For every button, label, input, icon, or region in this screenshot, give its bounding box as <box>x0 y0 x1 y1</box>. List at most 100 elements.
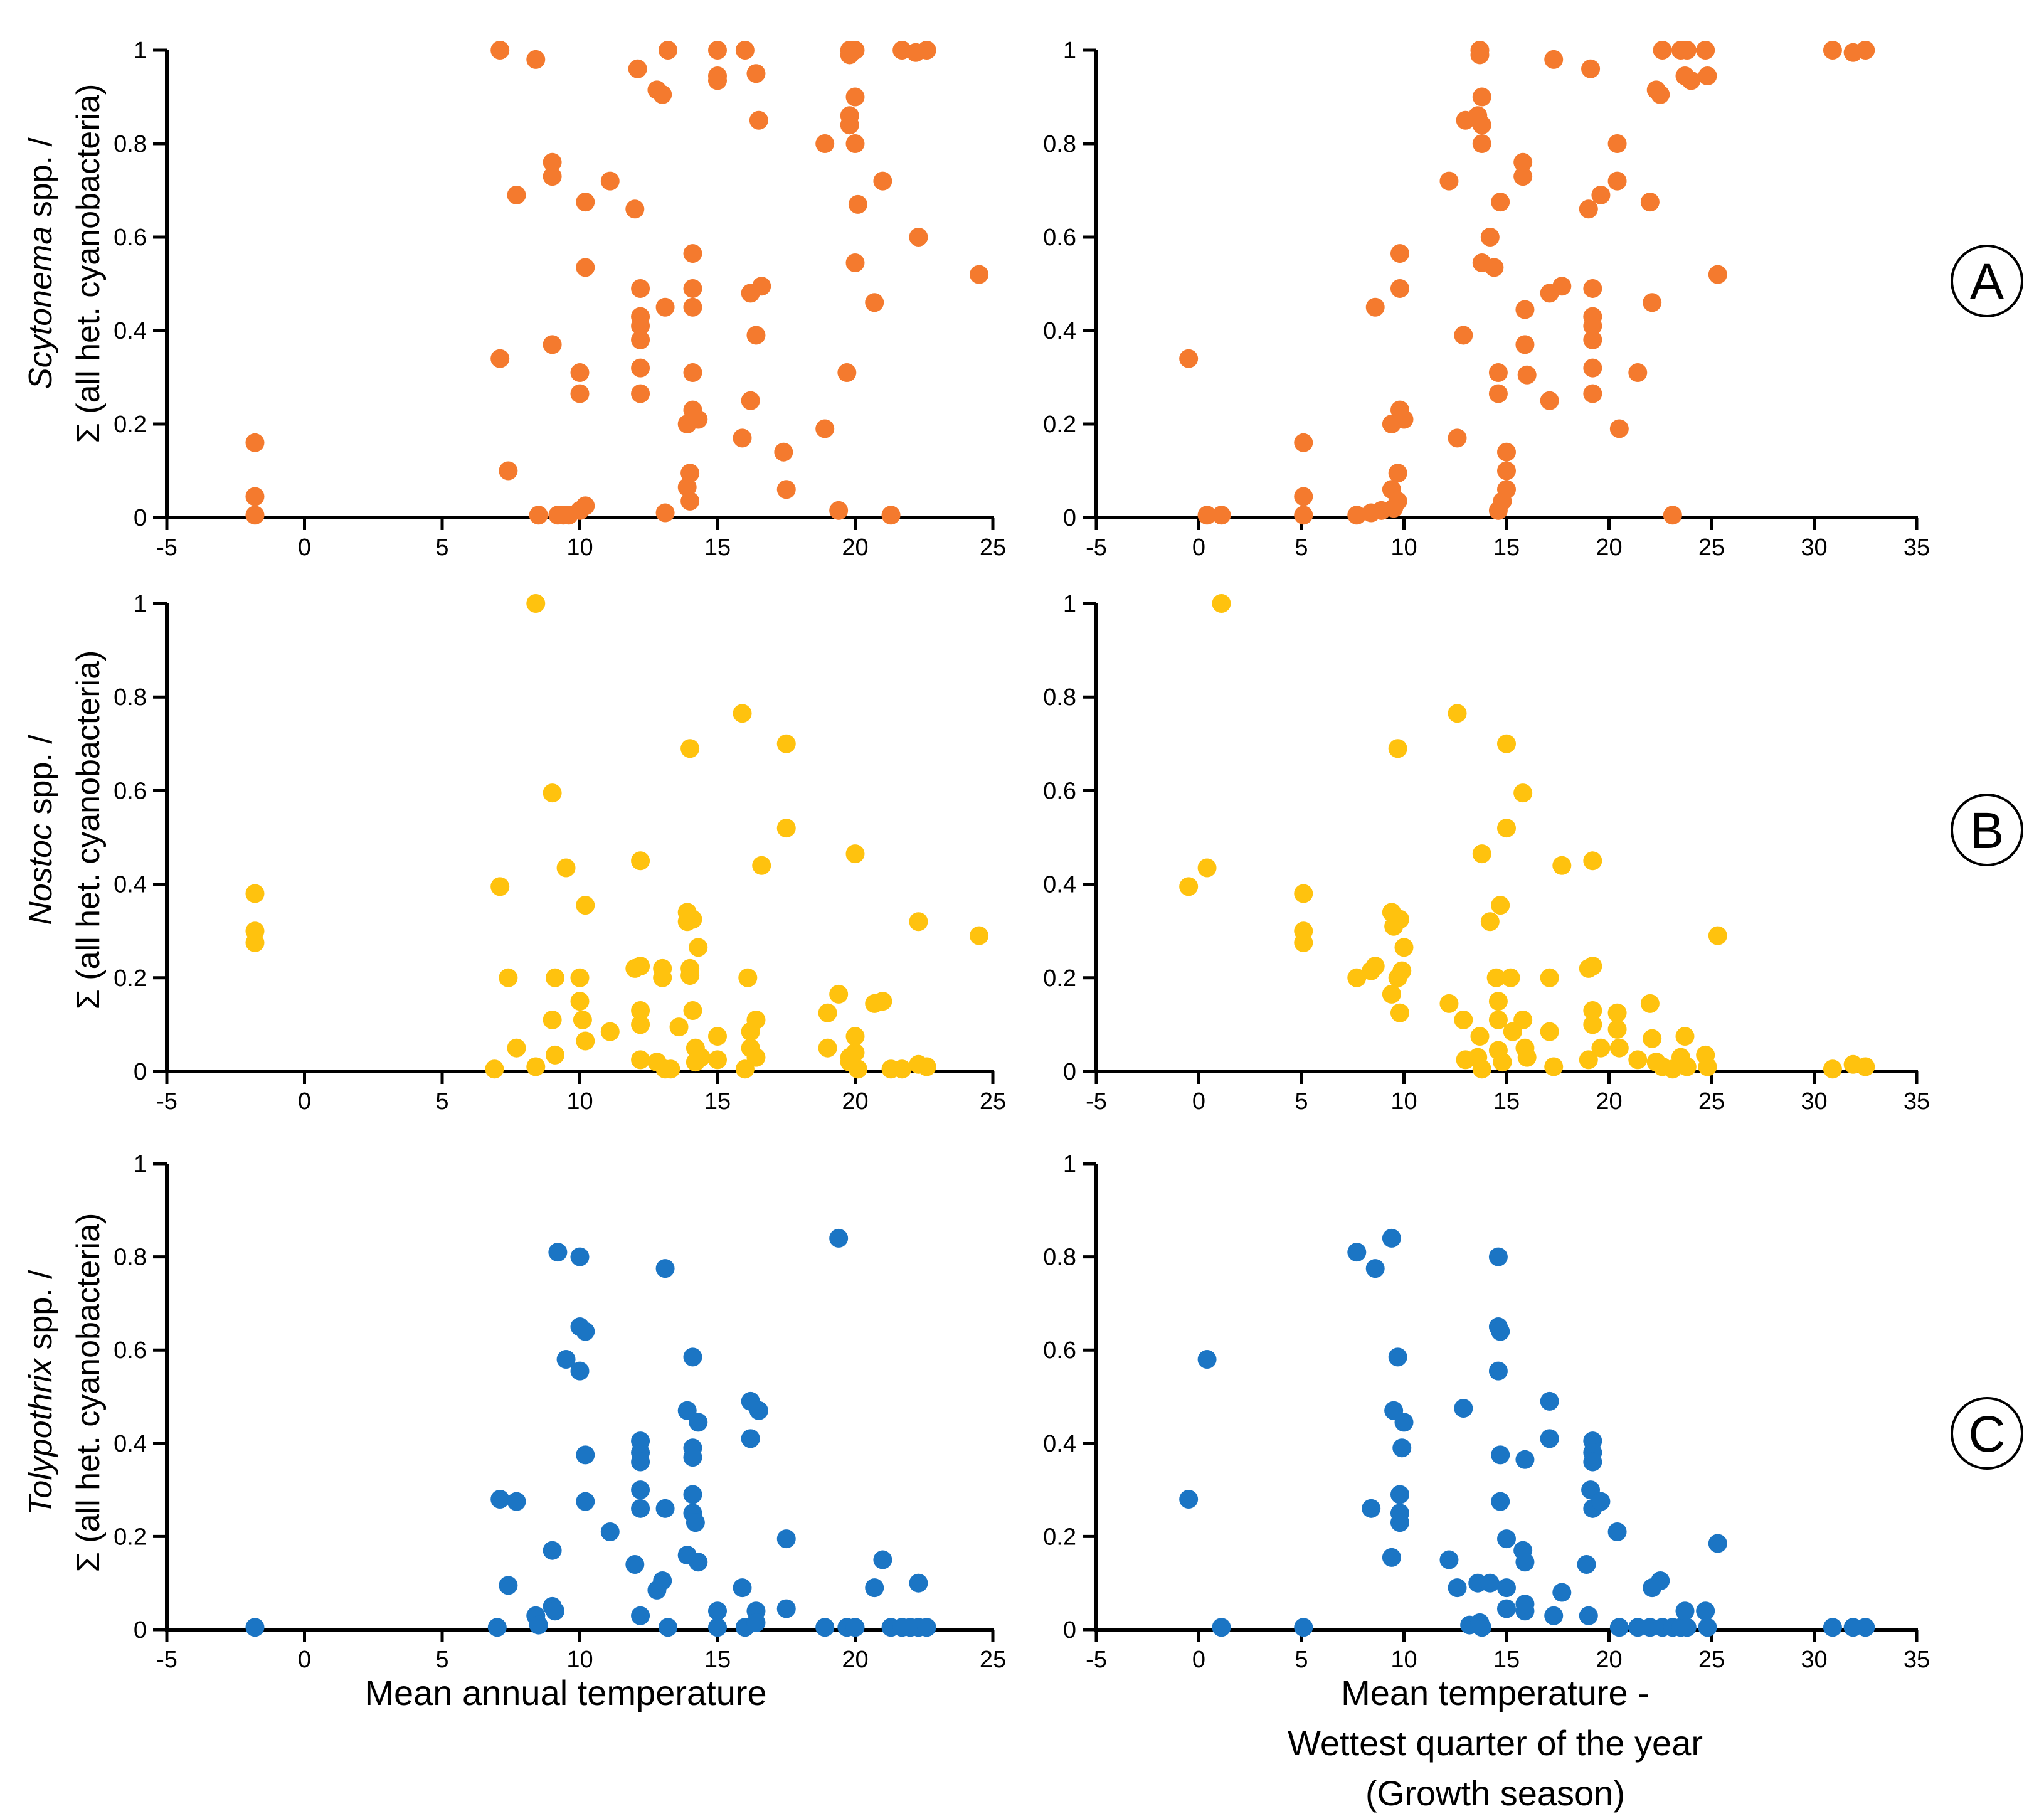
c-left-data-point <box>570 1247 590 1266</box>
a-left-data-point <box>680 464 700 483</box>
a-right-data-point <box>1677 41 1697 60</box>
c-right-x-tick-label: 0 <box>1192 1647 1205 1673</box>
c-right-y-tick-label: 1 <box>1063 1151 1076 1177</box>
b-right-x-tick-label: 0 <box>1192 1088 1205 1115</box>
a-right-data-point <box>1651 85 1670 104</box>
row-label-c-line2: Σ (all het. cyanobacteria) <box>70 1213 107 1573</box>
c-left-data-point <box>909 1573 928 1593</box>
b-left-y-tick-label: 0.6 <box>114 778 147 804</box>
b-right-x-tick-label: 15 <box>1493 1088 1520 1115</box>
b-left-data-point <box>545 968 564 987</box>
a-left-data-point <box>683 363 702 383</box>
b-right-data-point <box>1488 992 1508 1011</box>
c-right-data-point <box>1388 1347 1407 1367</box>
a-left-data-point <box>245 487 265 506</box>
a-left-data-point <box>653 85 672 104</box>
b-left-data-point <box>829 984 849 1004</box>
b-right-data-point <box>1607 1019 1627 1039</box>
a-left-x-tick-label: 25 <box>980 534 1006 561</box>
b-left-y-tick-label: 0.4 <box>114 872 147 898</box>
b-right-data-point <box>1497 819 1516 838</box>
b-left-data-point <box>818 1003 837 1022</box>
b-right-x-tick-label: 20 <box>1596 1088 1622 1115</box>
a-left-data-point <box>848 194 867 214</box>
b-left-data-point <box>845 1027 865 1046</box>
c-left-x-tick-label: -5 <box>156 1647 177 1673</box>
b-left-data-point <box>708 1050 727 1070</box>
a-left-data-point <box>845 87 865 107</box>
c-right-x-tick-label: 15 <box>1493 1647 1520 1673</box>
a-right-data-point <box>1640 193 1660 212</box>
b-right-data-point <box>1823 1059 1842 1079</box>
c-right-data-point <box>1540 1429 1559 1448</box>
a-right-data-point <box>1607 134 1627 153</box>
c-left-data-point <box>658 1618 677 1637</box>
a-left-data-point <box>631 316 650 336</box>
b-right-data-point <box>1470 1027 1490 1046</box>
b-left-data-point <box>631 851 650 871</box>
b-right-data-point <box>1439 994 1459 1013</box>
a-right-y-tick-label: 0.8 <box>1043 131 1076 157</box>
c-right-data-point <box>1382 1548 1401 1567</box>
a-right-data-point <box>1294 506 1313 525</box>
a-left-data-point <box>680 491 700 511</box>
c-right-data-point <box>1382 1228 1401 1248</box>
a-right-data-point <box>1513 152 1533 172</box>
a-right-data-point <box>1491 193 1510 212</box>
b-left-data-point <box>543 1010 562 1029</box>
b-left-x-tick-label: 15 <box>704 1088 731 1115</box>
a-left-y-tick-label: 0.6 <box>114 225 147 251</box>
c-right-x-tick-label: 20 <box>1596 1647 1622 1673</box>
c-right-data-point <box>1491 1445 1510 1465</box>
b-right-y-tick-label: 0.6 <box>1043 778 1076 804</box>
c-left-data-point <box>815 1618 835 1637</box>
panel-c-right-scatter: 0 0.2 0.4 0.6 0.8 1 -5 0 5 10 15 20 25 30 35 <box>1043 1151 1930 1673</box>
b-right-data-point <box>1579 1050 1598 1070</box>
b-right-data-point <box>1491 896 1510 915</box>
a-left-x-tick-label: 0 <box>298 534 311 561</box>
a-left-data-point <box>845 134 865 153</box>
b-left-data-point <box>746 1010 766 1029</box>
a-left-data-point <box>733 428 752 448</box>
b-right-data-point <box>1448 704 1467 723</box>
c-right-data-point <box>1696 1601 1715 1621</box>
b-left-data-point <box>776 734 796 753</box>
row-label-a: Scytonema spp. / Σ (all het. cyanobacter… <box>23 84 107 443</box>
a-left-data-point <box>829 501 849 520</box>
a-right-y-tick-label: 0 <box>1063 505 1076 531</box>
c-left-data-point <box>917 1618 936 1637</box>
b-right-data-point <box>1643 1029 1662 1048</box>
a-right-data-point <box>1552 277 1572 296</box>
panel-b-left-scatter: 0 0.2 0.4 0.6 0.8 1 -5 0 5 10 15 20 25 <box>114 591 1006 1115</box>
c-right-x-tick-label: 30 <box>1801 1647 1827 1673</box>
a-right-data-point <box>1583 384 1602 403</box>
b-right-x-tick-label: -5 <box>1086 1088 1107 1115</box>
c-left-data-point <box>749 1401 768 1420</box>
c-left-data-point <box>545 1601 564 1621</box>
c-right-data-point <box>1544 1606 1564 1625</box>
b-right-data-point <box>1517 1048 1537 1067</box>
x-axis-title-right-line2: Wettest quarter of the year <box>1288 1723 1703 1763</box>
a-right-data-point <box>1394 410 1414 429</box>
c-left-data-point <box>556 1350 576 1369</box>
c-right-data-point <box>1579 1606 1598 1625</box>
b-right-x-tick-label: 25 <box>1698 1088 1725 1115</box>
b-left-data-point <box>738 968 758 987</box>
b-right-data-point <box>1197 858 1217 878</box>
a-left-data-point <box>735 41 755 60</box>
b-right-data-point <box>1583 1015 1602 1034</box>
b-left-x-tick-label: -5 <box>156 1088 177 1115</box>
c-left-data-point <box>845 1618 865 1637</box>
c-left-data-point <box>655 1499 675 1518</box>
b-left-y-tick-label: 0.2 <box>114 965 147 992</box>
a-left-data-point <box>628 59 647 78</box>
b-right-data-point <box>1640 994 1660 1013</box>
b-left-data-point <box>845 844 865 864</box>
b-left-data-point <box>499 968 518 987</box>
a-left-data-point <box>683 244 702 263</box>
b-right-data-point <box>1513 1010 1533 1029</box>
c-right-data-point <box>1497 1599 1516 1618</box>
c-left-data-point <box>683 1347 702 1367</box>
b-left-y-tick-label: 0 <box>134 1059 147 1085</box>
